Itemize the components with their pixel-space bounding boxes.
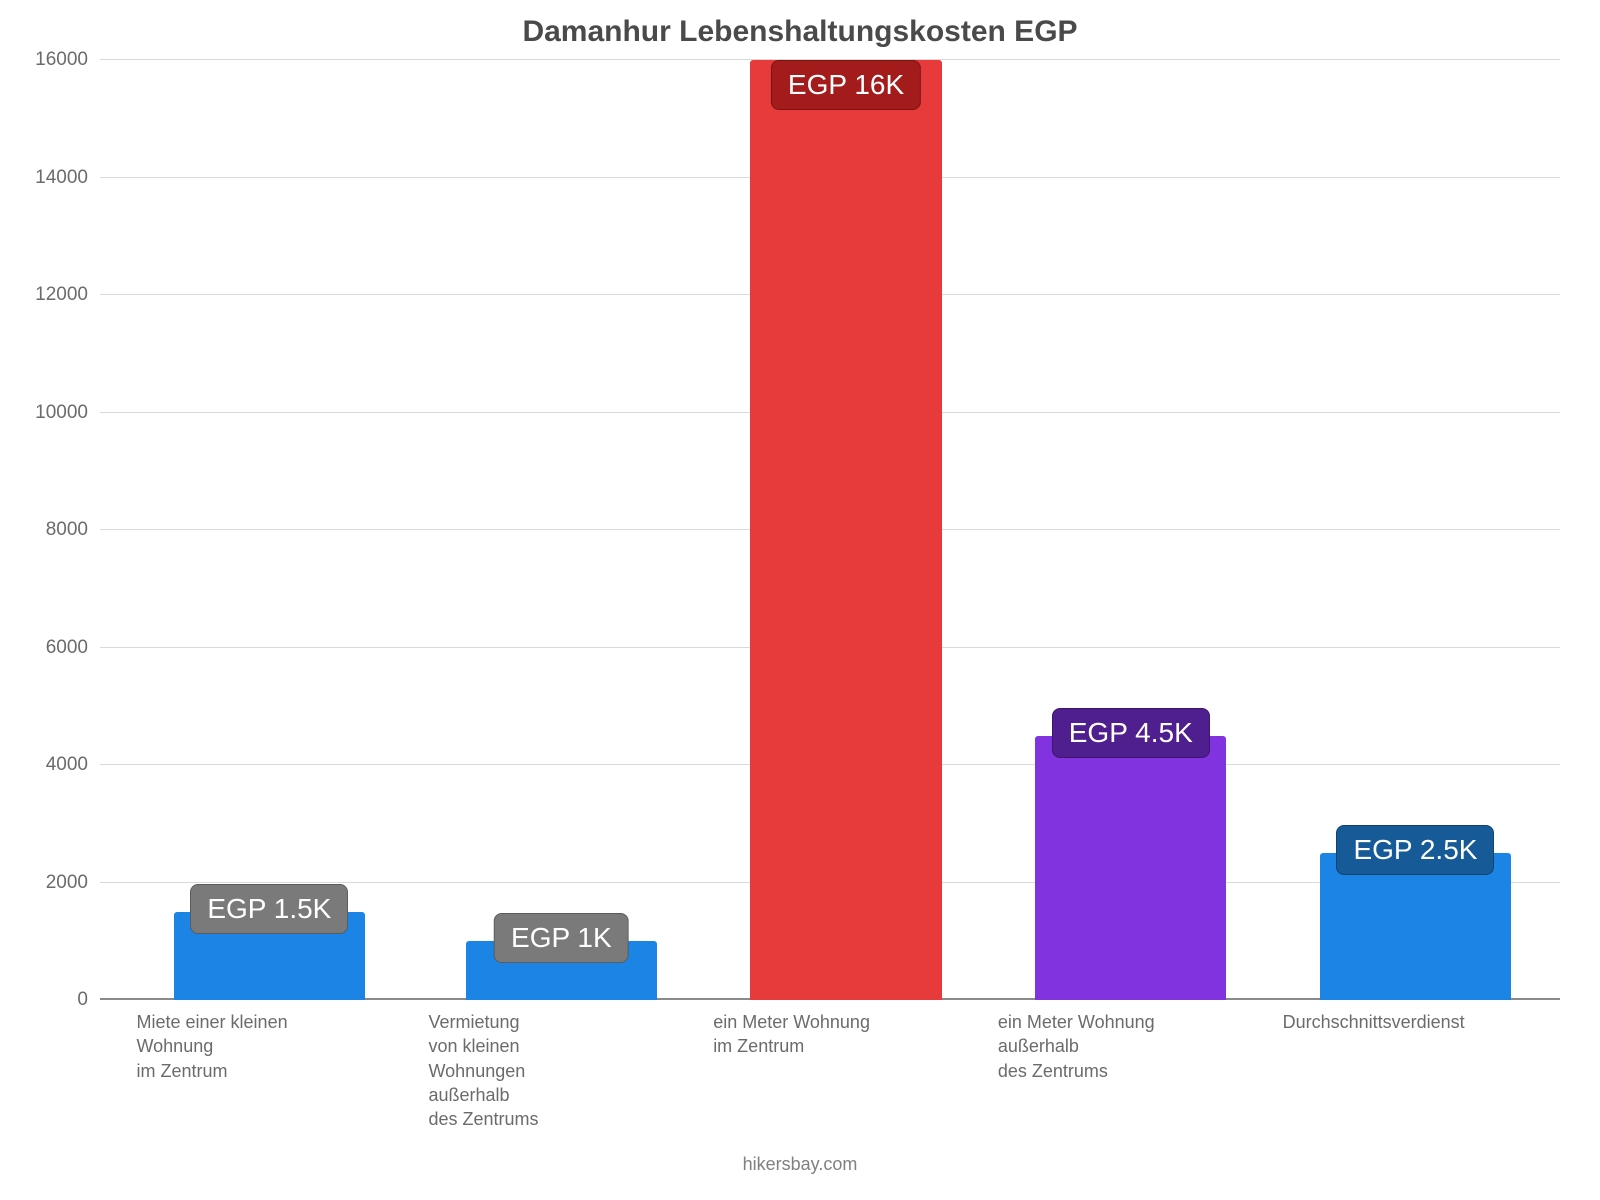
- bar-sqm_center: [750, 60, 941, 1000]
- x-label-sqm_outside: ein Meter Wohnungaußerhalbdes Zentrums: [998, 1010, 1264, 1083]
- y-tick-label: 4000: [46, 754, 100, 776]
- plot-area: 0200040006000800010000120001400016000 EG…: [100, 60, 1560, 1000]
- bar-slot-rent_small_center: EGP 1.5K: [137, 60, 403, 1000]
- chart-footer: hikersbay.com: [0, 1154, 1600, 1175]
- x-label-sqm_center: ein Meter Wohnungim Zentrum: [713, 1010, 979, 1059]
- x-label-avg_income: Durchschnittsverdienst: [1283, 1010, 1549, 1034]
- y-tick-label: 0: [77, 989, 100, 1011]
- bars-group: EGP 1.5K EGP 1K EGP 16K EGP 4.5K EGP 2.5K: [100, 60, 1560, 1000]
- bar-slot-avg_income: EGP 2.5K: [1283, 60, 1549, 1000]
- chart-container: Damanhur Lebenshaltungskosten EGP 020004…: [0, 0, 1600, 1200]
- value-badge-sqm_outside: EGP 4.5K: [1052, 708, 1210, 758]
- y-tick-label: 16000: [35, 49, 100, 71]
- value-badge-rent_small_center: EGP 1.5K: [190, 884, 348, 934]
- bar-avg_income: [1320, 853, 1511, 1000]
- value-badge-rent_small_outside: EGP 1K: [494, 913, 629, 963]
- value-badge-avg_income: EGP 2.5K: [1336, 825, 1494, 875]
- y-tick-label: 14000: [35, 167, 100, 189]
- y-tick-label: 6000: [46, 637, 100, 659]
- value-badge-sqm_center: EGP 16K: [771, 60, 921, 110]
- bar-slot-rent_small_outside: EGP 1K: [429, 60, 695, 1000]
- bar-slot-sqm_center: EGP 16K: [713, 60, 979, 1000]
- y-tick-label: 12000: [35, 284, 100, 306]
- x-label-rent_small_center: Miete einer kleinenWohnungim Zentrum: [137, 1010, 403, 1083]
- chart-title: Damanhur Lebenshaltungskosten EGP: [0, 15, 1600, 49]
- y-tick-label: 2000: [46, 872, 100, 894]
- bar-slot-sqm_outside: EGP 4.5K: [998, 60, 1264, 1000]
- bar-sqm_outside: [1035, 736, 1226, 1000]
- y-tick-label: 10000: [35, 402, 100, 424]
- y-tick-label: 8000: [46, 519, 100, 541]
- x-label-rent_small_outside: Vermietungvon kleinenWohnungenaußerhalbd…: [429, 1010, 695, 1131]
